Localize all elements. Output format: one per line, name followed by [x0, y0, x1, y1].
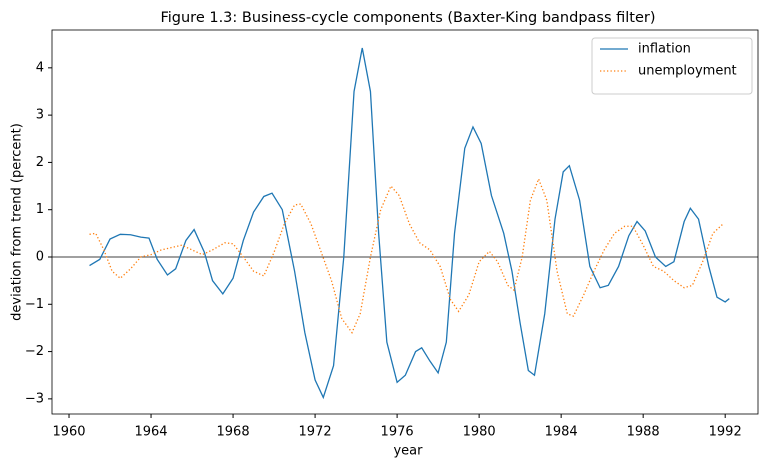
legend-label: unemployment: [638, 64, 737, 79]
legend-box: [591, 37, 753, 95]
y-tick-label: 0: [36, 249, 44, 264]
x-tick-label: 1964: [134, 425, 167, 440]
x-tick-label: 1980: [463, 425, 496, 440]
y-tick-label: −1: [25, 297, 44, 312]
line-series: [89, 177, 724, 334]
y-tick-label: 2: [36, 155, 44, 170]
chart-title: Figure 1.3: Business-cycle components (B…: [160, 10, 655, 26]
y-tick-label: 3: [36, 108, 44, 123]
legend-label: inflation: [638, 42, 691, 57]
y-axis-label: deviation from trend (percent): [10, 123, 25, 321]
x-tick-label: 1960: [52, 425, 85, 440]
x-tick-label: 1988: [627, 425, 660, 440]
line-series: [89, 47, 730, 400]
x-tick-label: 1992: [709, 425, 742, 440]
x-axis-label: year: [393, 444, 423, 459]
y-tick-label: −2: [25, 344, 44, 359]
y-tick-label: 4: [36, 60, 44, 75]
x-tick-label: 1972: [299, 425, 332, 440]
x-tick-label: 1976: [381, 425, 414, 440]
y-tick-label: −3: [25, 391, 44, 406]
y-tick-label: 1: [36, 202, 44, 217]
x-tick-label: 1984: [545, 425, 578, 440]
plot-frame: [51, 29, 759, 415]
x-tick-label: 1968: [217, 425, 250, 440]
